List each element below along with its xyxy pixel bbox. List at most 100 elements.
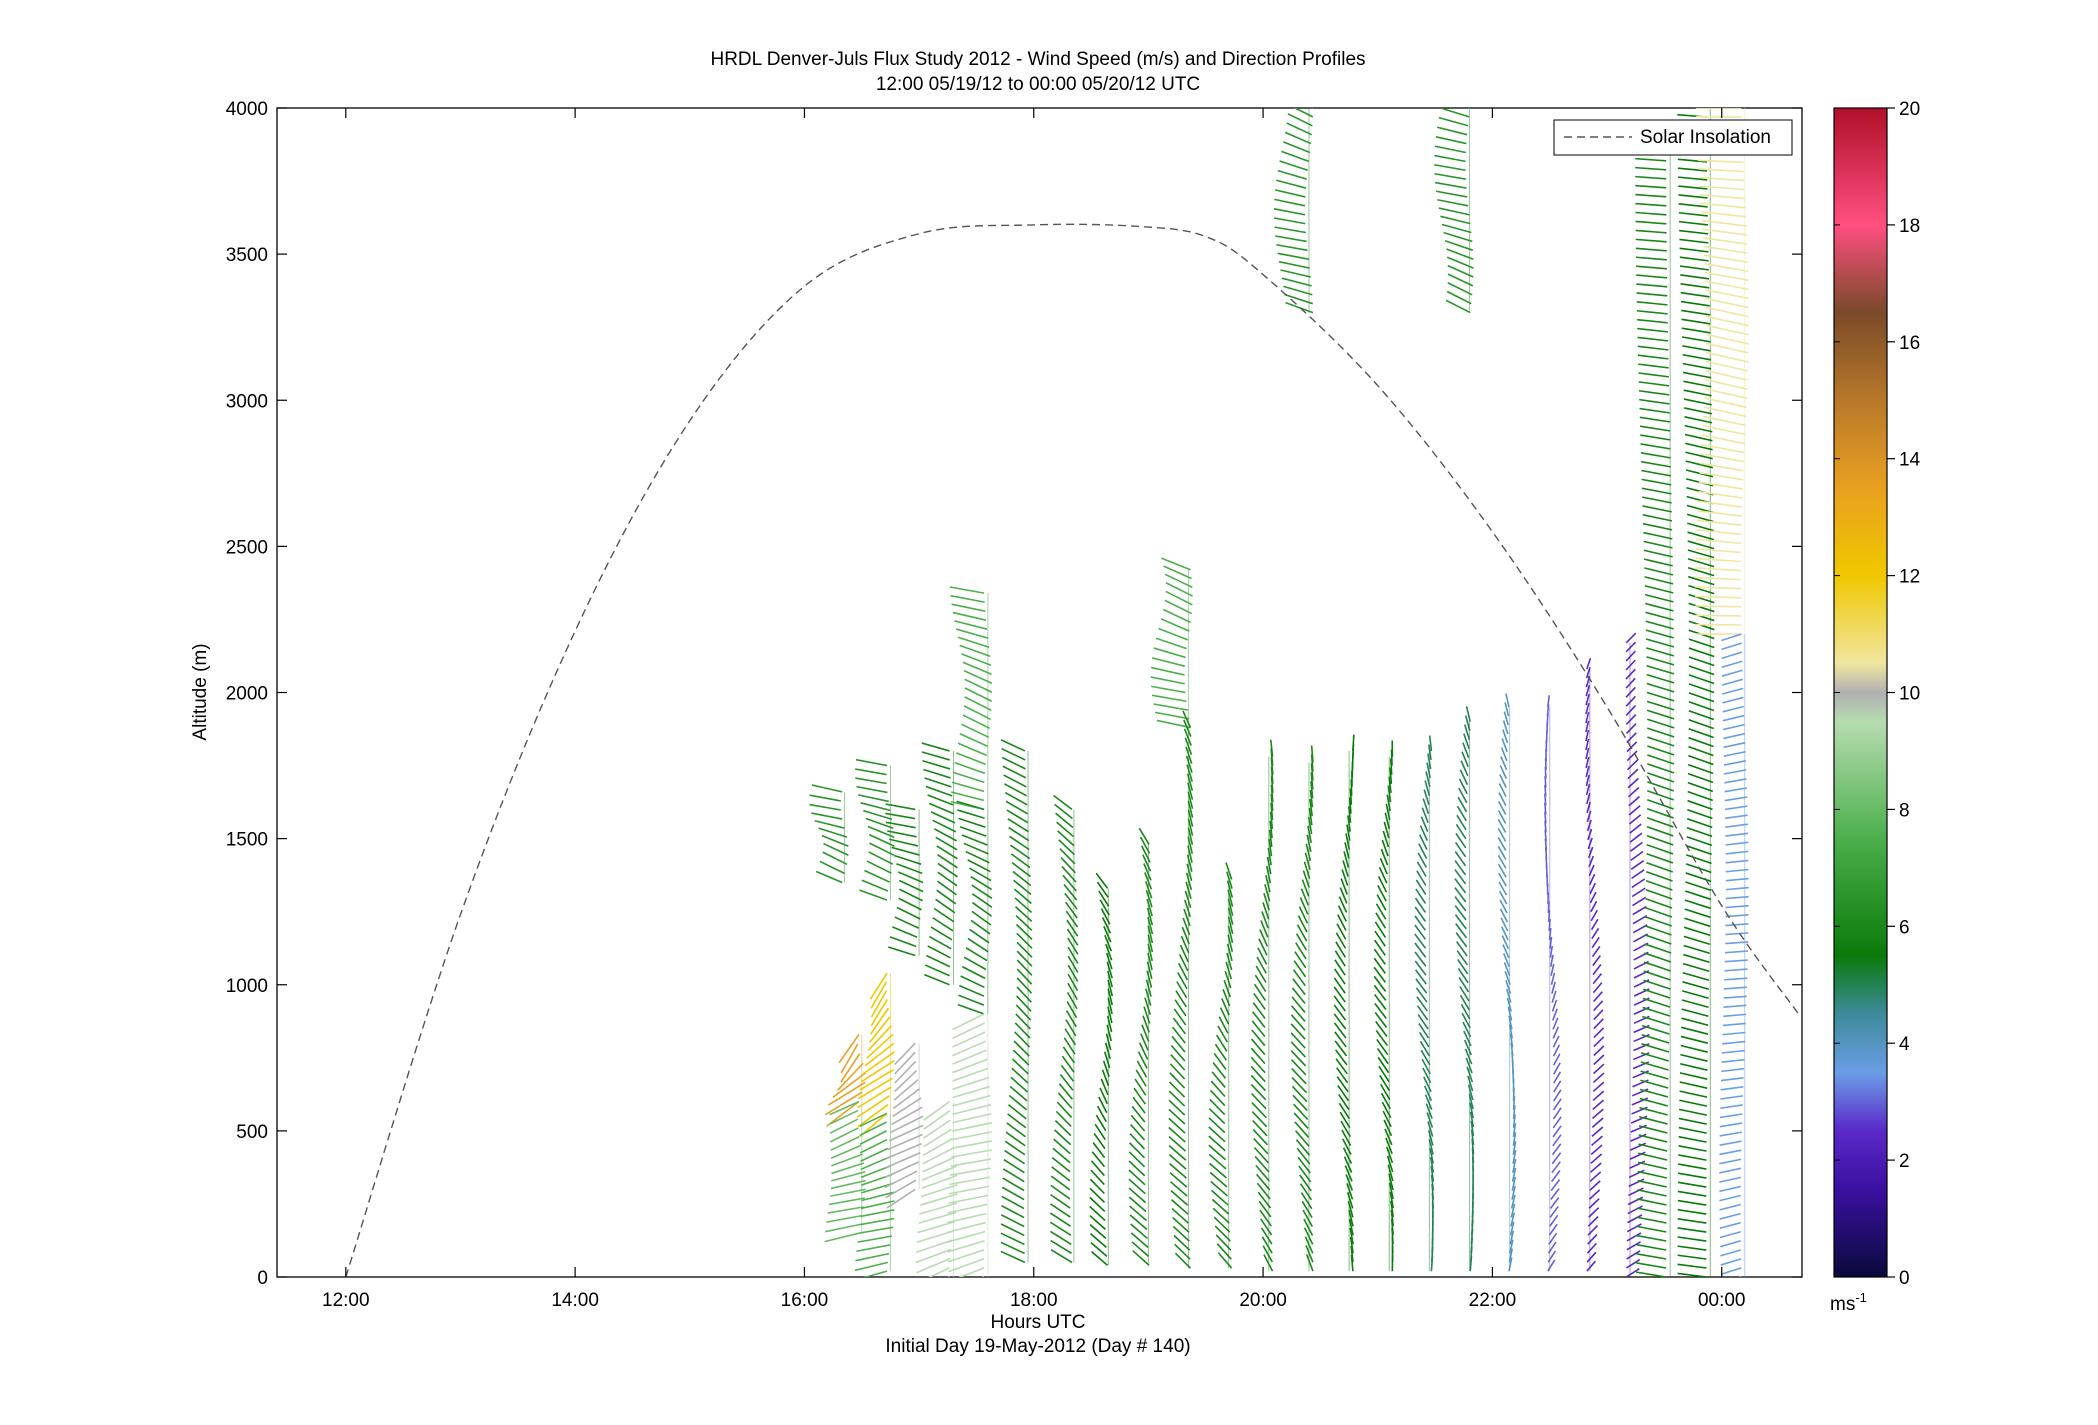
wind-barb (1091, 1151, 1106, 1168)
wind-barb (1293, 960, 1307, 978)
wind-barb (970, 919, 991, 935)
wind-barb (1629, 1151, 1646, 1160)
wind-barb (918, 1211, 957, 1224)
wind-barb (1456, 950, 1469, 966)
wind-barb (958, 994, 985, 1006)
wind-barb (1187, 809, 1194, 827)
wind-barb (1002, 1168, 1025, 1183)
wind-barb (1512, 1096, 1516, 1111)
wind-barb (1683, 380, 1712, 388)
wind-barb (1677, 1190, 1707, 1197)
wind-barb (1301, 1200, 1313, 1219)
wind-barb (1375, 1020, 1388, 1038)
wind-barb (869, 1016, 891, 1043)
wind-barb (1428, 735, 1433, 752)
wind-barb (1498, 890, 1508, 905)
wind-barb (1415, 879, 1427, 895)
wind-barb (1050, 1239, 1072, 1255)
wind-barb (1006, 809, 1029, 824)
wind-barb (1252, 1129, 1269, 1146)
wind-barb (922, 1137, 954, 1157)
wind-barb (947, 1203, 988, 1214)
wind-barb (1585, 738, 1590, 751)
wind-barb (1346, 1183, 1354, 1200)
wind-profile (1333, 734, 1355, 1272)
wind-barb (1635, 247, 1667, 252)
wind-barb (1642, 988, 1671, 999)
wind-barb (1592, 973, 1603, 985)
wind-barb (1679, 265, 1709, 271)
wind-barb (1001, 1186, 1025, 1201)
wind-barb (962, 661, 992, 675)
wind-barb (1296, 1147, 1311, 1165)
wind-barb (1680, 291, 1710, 298)
wind-barb (1643, 549, 1673, 558)
wind-barb (1627, 1196, 1644, 1206)
wind-barb (1591, 945, 1601, 958)
x-axis-sublabel: Initial Day 19-May-2012 (Day # 140) (885, 1336, 1190, 1357)
wind-barb (1251, 1029, 1266, 1047)
wind-barb (1447, 273, 1474, 287)
wind-barb (1703, 406, 1747, 418)
wind-barb (1414, 933, 1427, 949)
wind-barb (1337, 1085, 1350, 1102)
wind-barb (1333, 1013, 1347, 1030)
wind-barb (863, 1270, 888, 1277)
wind-barb (1553, 1062, 1561, 1075)
wind-barb (1255, 1164, 1270, 1182)
wind-barb (1137, 1051, 1148, 1069)
wind-barb (1686, 817, 1713, 829)
wind-barb (1724, 796, 1748, 802)
wind-barb (1638, 1134, 1668, 1143)
wind-barb (1130, 1223, 1148, 1240)
wind-barb (952, 1085, 990, 1099)
wind-barb (1683, 953, 1710, 964)
wind-barb (1256, 956, 1267, 974)
wind-barb (856, 785, 888, 794)
wind-barb (1646, 799, 1674, 810)
wind-barb (961, 653, 992, 666)
wind-barb (1684, 416, 1713, 424)
wind-barb (1128, 1169, 1146, 1186)
wind-barb (1208, 1117, 1226, 1134)
wind-barb (1454, 878, 1467, 894)
wind-barb (1430, 1165, 1435, 1182)
wind-barb (1647, 745, 1675, 756)
wind-barb (949, 586, 985, 594)
wind-barb (1093, 1132, 1106, 1150)
wind-barb (1273, 217, 1306, 225)
wind-barb (1212, 1062, 1227, 1079)
wind-barb (1338, 896, 1348, 913)
wind-barb (1151, 694, 1187, 703)
wind-barb (1635, 229, 1667, 234)
wind-profile (1373, 740, 1395, 1272)
wind-barb (1635, 211, 1667, 216)
wind-barb (1434, 163, 1466, 172)
wind-barb (1250, 1056, 1266, 1074)
wind-barb (857, 1077, 893, 1100)
wind-barb (1210, 1189, 1229, 1206)
wind-barb (1253, 1137, 1269, 1155)
wind-barb (1678, 1145, 1707, 1152)
wind-barb (1089, 1233, 1107, 1248)
wind-barb (923, 1101, 950, 1121)
wind-barb (959, 644, 991, 657)
wind-barb (1181, 926, 1190, 945)
wind-barb (1685, 451, 1713, 460)
wind-barb (1647, 781, 1675, 792)
wind-barb (1695, 605, 1741, 608)
wind-barb (1343, 851, 1350, 868)
wind-barb (1177, 972, 1188, 990)
wind-barb (982, 1276, 985, 1277)
wind-barb (1695, 538, 1742, 545)
wind-barb (1722, 696, 1744, 704)
wind-barb (1291, 1005, 1306, 1022)
wind-barb (1445, 299, 1471, 314)
wind-barb (1641, 487, 1672, 495)
wind-profile (1585, 658, 1605, 1272)
wind-barb (1626, 732, 1637, 744)
wind-barb (1099, 1087, 1109, 1105)
wind-barb (1722, 1022, 1746, 1027)
wind-barb (1641, 1024, 1670, 1035)
wind-barb (1725, 814, 1748, 820)
